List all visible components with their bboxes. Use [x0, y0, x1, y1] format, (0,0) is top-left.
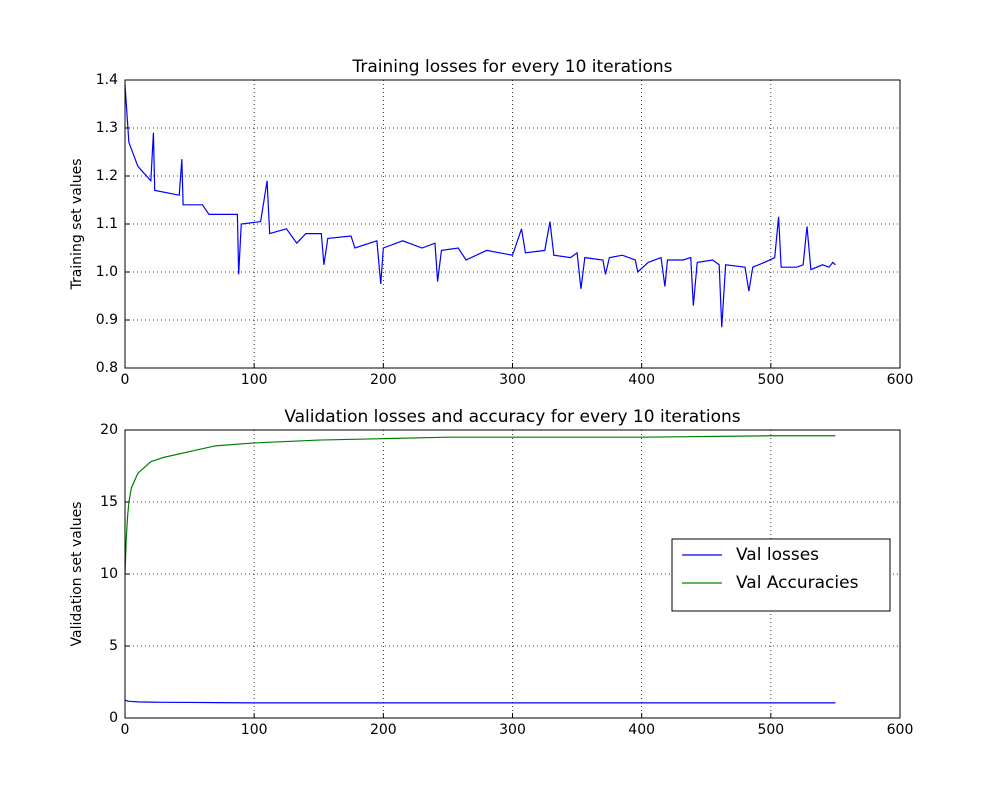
y-tick-label: 1.0 [96, 264, 118, 280]
x-tick-label: 500 [757, 372, 784, 388]
y-tick-label: 20 [100, 422, 118, 438]
x-tick-label: 400 [628, 372, 655, 388]
x-tick-label: 200 [370, 372, 397, 388]
x-tick-label: 400 [628, 722, 655, 738]
legend: Val losses Val Accuracies [671, 538, 891, 612]
x-tick-label: 300 [499, 372, 526, 388]
series-line [124, 699, 836, 704]
plot-frame [124, 79, 901, 369]
legend-label: Val losses [736, 545, 819, 565]
x-tick-label: 0 [121, 722, 130, 738]
y-tick-label: 10 [100, 566, 118, 582]
y-axis-label: Validation set values [69, 502, 85, 647]
y-tick-label: 1.4 [96, 72, 118, 88]
x-tick-label: 600 [887, 372, 914, 388]
y-tick-label: 0.9 [96, 312, 118, 328]
series-line [124, 84, 836, 328]
x-tick-label: 100 [241, 722, 268, 738]
x-tick-label: 600 [887, 722, 914, 738]
x-tick-label: 300 [499, 722, 526, 738]
y-tick-label: 1.1 [96, 216, 118, 232]
y-tick-label: 5 [109, 638, 118, 654]
chart-title: Training losses for every 10 iterations [352, 57, 673, 77]
y-tick-label: 15 [100, 494, 118, 510]
y-tick-label: 0.8 [96, 360, 118, 376]
legend-box [671, 538, 891, 612]
legend-label: Val Accuracies [736, 573, 859, 593]
plot-frame [124, 429, 901, 719]
x-tick-label: 200 [370, 722, 397, 738]
y-tick-label: 1.3 [96, 120, 118, 136]
chart-title: Validation losses and accuracy for every… [284, 407, 740, 427]
y-axis-label: Training set values [69, 158, 85, 290]
x-tick-label: 100 [241, 372, 268, 388]
y-tick-label: 1.2 [96, 168, 118, 184]
x-tick-label: 500 [757, 722, 784, 738]
series-line [124, 435, 836, 575]
y-tick-label: 0 [109, 710, 118, 726]
x-tick-label: 0 [121, 372, 130, 388]
